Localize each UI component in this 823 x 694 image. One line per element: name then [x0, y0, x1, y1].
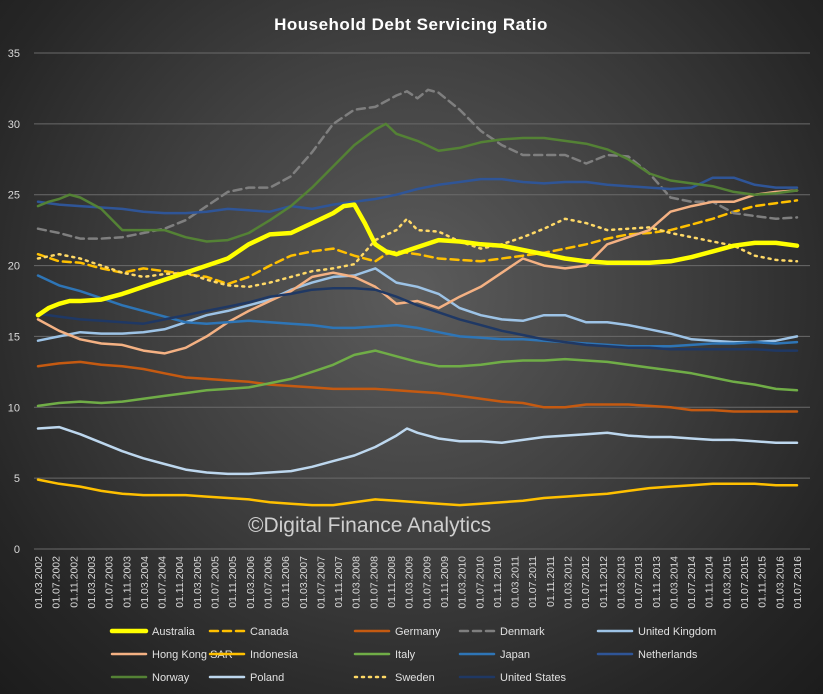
- x-tick-label: 01.11.2003: [121, 556, 133, 608]
- x-tick-label: 01.07.2012: [580, 556, 592, 609]
- y-axis-ticks: 0 5 10 15 20 25 30 35: [8, 48, 20, 556]
- x-tick-label: 01.11.2005: [227, 556, 239, 608]
- x-tick-label: 01.07.2015: [739, 556, 751, 609]
- y-tick-label: 15: [8, 331, 20, 343]
- watermark-text: ©Digital Finance Analytics: [248, 514, 491, 537]
- x-tick-label: 01.03.2003: [86, 556, 98, 609]
- x-tick-label: 01.03.2007: [298, 556, 310, 609]
- x-tick-label: 01.11.2014: [704, 556, 716, 608]
- legend-label: Canada: [250, 626, 289, 638]
- legend-label: Netherlands: [638, 649, 698, 661]
- x-tick-label: 01.07.2003: [104, 556, 116, 609]
- legend-label: United States: [500, 672, 567, 684]
- x-tick-label: 01.07.2006: [262, 556, 274, 609]
- series-line-sweden: [36, 217, 799, 289]
- x-tick-label: 01.03.2005: [192, 556, 204, 609]
- legend-label: Sweden: [395, 672, 435, 684]
- x-tick-label: 01.03.2016: [774, 556, 786, 609]
- y-tick-label: 25: [8, 190, 20, 202]
- y-tick-label: 0: [14, 544, 20, 556]
- x-tick-label: 01.03.2011: [510, 556, 522, 608]
- legend-label: Poland: [250, 672, 284, 684]
- series-line-united-states: [36, 286, 799, 352]
- x-tick-label: 01.07.2016: [792, 556, 804, 609]
- x-tick-label: 01.03.2009: [404, 556, 416, 609]
- x-axis-ticks: 01.03.2002 01.07.2002 01.11.2002 01.03.2003…: [33, 556, 804, 609]
- legend-label: Germany: [395, 626, 441, 638]
- x-tick-label: 01.07.2004: [157, 556, 169, 609]
- x-tick-label: 01.11.2004: [174, 556, 186, 608]
- y-tick-label: 5: [14, 473, 20, 485]
- x-tick-label: 01.11.2009: [439, 556, 451, 608]
- x-tick-label: 01.11.2015: [757, 556, 769, 608]
- x-tick-label: 01.07.2010: [474, 556, 486, 609]
- x-tick-label: 01.03.2012: [563, 556, 575, 609]
- x-tick-label: 01.03.2008: [351, 556, 363, 609]
- x-tick-label: 01.07.2014: [686, 556, 698, 609]
- x-tick-label: 01.07.2013: [633, 556, 645, 609]
- series-line-indonesia: [36, 478, 799, 507]
- x-tick-label: 01.11.2011: [545, 556, 557, 607]
- x-tick-label: 01.03.2006: [245, 556, 257, 609]
- series-line-norway: [36, 122, 799, 243]
- chart-title: Household Debt Servicing Ratio: [274, 15, 548, 34]
- legend: Australia Canada Germany Denmark United King…: [109, 626, 716, 684]
- x-tick-label: 01.11.2008: [386, 556, 398, 608]
- x-tick-label: 01.07.2009: [421, 556, 433, 609]
- legend-label: United Kingdom: [638, 626, 716, 638]
- legend-label: Australia: [152, 626, 196, 638]
- x-tick-label: 01.07.2007: [315, 556, 327, 609]
- y-tick-label: 30: [8, 119, 20, 131]
- y-tick-label: 20: [8, 261, 20, 273]
- series-line-japan: [36, 274, 799, 348]
- x-tick-label: 01.11.2006: [280, 556, 292, 608]
- legend-label: Denmark: [500, 626, 545, 638]
- x-tick-label: 01.11.2002: [68, 556, 80, 608]
- x-tick-label: 01.11.2013: [651, 556, 663, 608]
- series-line-netherlands: [36, 176, 799, 215]
- x-tick-label: 01.11.2007: [333, 556, 345, 608]
- y-tick-label: 35: [8, 48, 20, 60]
- series-line-denmark: [36, 88, 799, 240]
- x-tick-label: 01.03.2010: [457, 556, 469, 609]
- legend-label: Hong Kong SAR: [152, 649, 233, 661]
- x-tick-label: 01.03.2014: [668, 556, 680, 609]
- x-tick-label: 01.07.2011: [527, 556, 539, 608]
- x-tick-label: 01.11.2010: [492, 556, 504, 608]
- y-tick-label: 10: [8, 402, 20, 414]
- x-tick-label: 01.03.2015: [721, 556, 733, 609]
- series-line-poland: [36, 425, 799, 476]
- series-line-hong-kong-sar: [36, 189, 799, 355]
- gridlines: [34, 52, 810, 550]
- x-tick-label: 01.07.2002: [51, 556, 63, 609]
- series-line-italy: [36, 349, 799, 408]
- legend-label: Norway: [152, 672, 190, 684]
- x-tick-label: 01.11.2012: [598, 556, 610, 608]
- x-tick-label: 01.03.2013: [615, 556, 627, 609]
- x-tick-label: 01.07.2008: [368, 556, 380, 609]
- series-line-australia: [35, 202, 800, 318]
- legend-label: Italy: [395, 649, 416, 661]
- x-tick-label: 01.03.2004: [139, 556, 151, 609]
- legend-label: Japan: [500, 649, 530, 661]
- legend-label: Indonesia: [250, 649, 299, 661]
- series-line-united-kingdom: [36, 267, 799, 344]
- x-tick-label: 01.07.2005: [210, 556, 222, 609]
- series-line-germany: [36, 360, 799, 413]
- series-lines: [35, 88, 800, 507]
- x-tick-label: 01.03.2002: [33, 556, 45, 609]
